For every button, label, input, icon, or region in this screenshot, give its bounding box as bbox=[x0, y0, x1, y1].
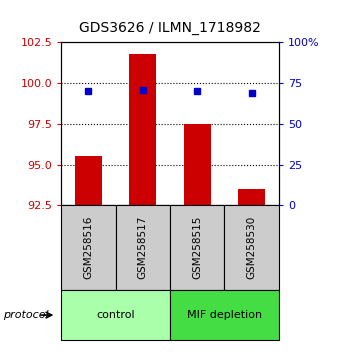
Bar bbox=[184, 124, 211, 205]
Bar bbox=[238, 189, 265, 205]
Text: protocol: protocol bbox=[3, 310, 49, 320]
Text: GSM258530: GSM258530 bbox=[246, 216, 257, 279]
Text: control: control bbox=[96, 310, 135, 320]
Text: GSM258517: GSM258517 bbox=[138, 216, 148, 280]
Text: GSM258516: GSM258516 bbox=[83, 216, 94, 280]
Text: GDS3626 / ILMN_1718982: GDS3626 / ILMN_1718982 bbox=[79, 21, 261, 35]
Bar bbox=[129, 54, 156, 205]
Text: MIF depletion: MIF depletion bbox=[187, 310, 262, 320]
Bar bbox=[75, 156, 102, 205]
Text: GSM258515: GSM258515 bbox=[192, 216, 202, 280]
